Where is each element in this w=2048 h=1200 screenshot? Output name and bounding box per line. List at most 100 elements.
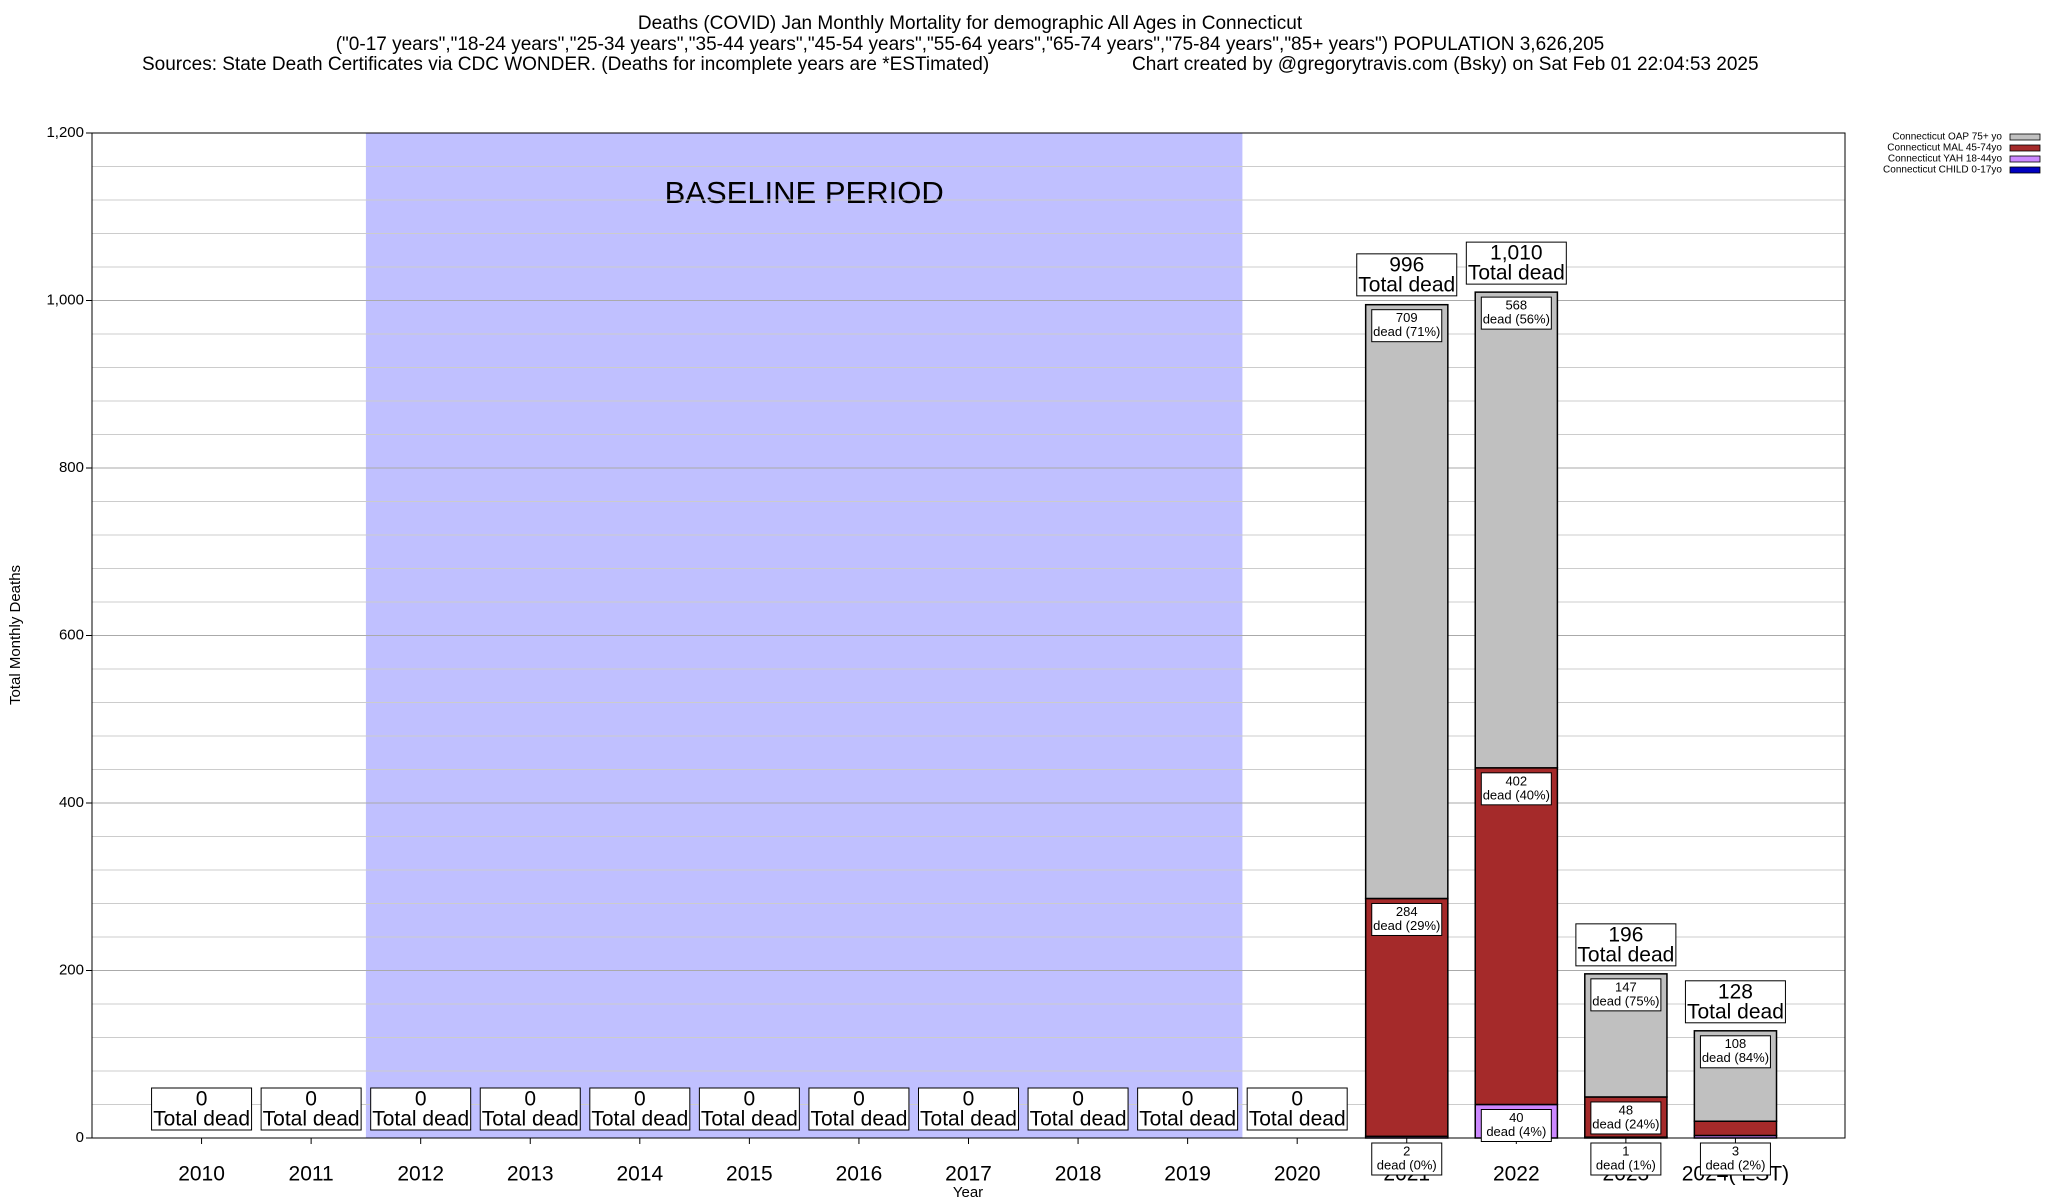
total-label: Total dead — [1687, 1000, 1784, 1023]
total-label-box — [1137, 1087, 1239, 1131]
total-label-box — [1356, 253, 1458, 297]
total-label: Total dead — [591, 1108, 688, 1131]
total-value-label: 0 — [415, 1088, 427, 1111]
segment-value-label: 147 — [1615, 979, 1637, 994]
segment-label-box — [1371, 1142, 1443, 1176]
segment-value-label: 2 — [1403, 1143, 1410, 1158]
y-axis-label: Total Monthly Deaths — [7, 565, 24, 705]
y-tick-label: 400 — [59, 794, 84, 811]
total-label-box — [1684, 980, 1786, 1024]
segment-value-label: 568 — [1505, 298, 1527, 313]
segment-label: dead (56%) — [1483, 312, 1550, 327]
legend-swatch — [2009, 144, 2041, 152]
total-label-box — [370, 1087, 472, 1131]
x-tick-label: 2010 — [178, 1163, 225, 1186]
total-label-box — [151, 1087, 253, 1131]
x-tick-label: 2012 — [397, 1163, 444, 1186]
x-tick-label: 2019 — [1164, 1163, 1211, 1186]
x-tick-label: 2016 — [836, 1163, 883, 1186]
total-label-box — [260, 1087, 362, 1131]
bar-segment — [1693, 1120, 1778, 1137]
total-value-label: 0 — [1072, 1088, 1084, 1111]
segment-label-box — [1480, 1109, 1552, 1142]
segment-label: dead (24%) — [1592, 1116, 1659, 1131]
y-tick-label: 800 — [59, 459, 84, 476]
total-label: Total dead — [263, 1108, 360, 1131]
segment-label: dead (2%) — [1705, 1157, 1765, 1172]
x-tick-label: 2015 — [726, 1163, 773, 1186]
total-label: Total dead — [701, 1108, 798, 1131]
total-value-label: 0 — [196, 1088, 208, 1111]
total-label-box — [1575, 923, 1677, 967]
total-label: Total dead — [1468, 262, 1565, 285]
total-value-label: 0 — [853, 1088, 865, 1111]
x-axis-label: Year — [953, 1184, 983, 1200]
total-value-label: 128 — [1718, 980, 1753, 1003]
bar-segment — [1364, 897, 1449, 1138]
total-value-label: 0 — [634, 1088, 646, 1111]
total-label-box — [918, 1087, 1019, 1131]
chart-subtitle: ("0-17 years","18-24 years","25-34 years… — [336, 34, 1605, 55]
segment-label: dead (71%) — [1373, 324, 1440, 339]
segment-label-box — [1590, 978, 1662, 1012]
total-label-box — [1246, 1087, 1348, 1131]
legend-swatch — [2009, 133, 2041, 141]
total-label-box — [589, 1087, 691, 1131]
total-label: Total dead — [372, 1108, 469, 1131]
segment-label: dead (4%) — [1486, 1124, 1546, 1139]
credit: Chart created by @gregorytravis.com (Bsk… — [1132, 54, 1759, 75]
total-label: Total dead — [1249, 1108, 1346, 1131]
segment-label-box — [1480, 296, 1552, 330]
segment-label-box — [1590, 1142, 1662, 1176]
segment-label: dead (1%) — [1596, 1157, 1656, 1172]
legend-label: Connecticut YAH 18-44yo — [1888, 154, 2003, 165]
legend-label: Connecticut OAP 75+ yo — [1892, 132, 2002, 143]
total-value-label: 1,010 — [1490, 242, 1543, 265]
y-tick-label: 1,000 — [46, 291, 84, 308]
segment-value-label: 48 — [1619, 1102, 1633, 1117]
total-label: Total dead — [920, 1108, 1017, 1131]
x-tick-label: 2018 — [1055, 1163, 1102, 1186]
y-tick-label: 600 — [59, 626, 84, 643]
segment-label: dead (29%) — [1373, 918, 1440, 933]
segment-value-label: 402 — [1505, 773, 1527, 788]
total-value-label: 0 — [963, 1088, 975, 1111]
bar-segment — [1474, 291, 1559, 769]
total-label: Total dead — [1577, 943, 1674, 966]
y-tick-label: 200 — [59, 961, 84, 978]
y-tick-label: 1,200 — [46, 124, 84, 141]
x-tick-label: 2014 — [616, 1163, 663, 1186]
segment-label-box — [1371, 309, 1443, 343]
segment-label-box — [1480, 772, 1552, 806]
total-label-box — [1465, 241, 1567, 285]
shaded-region-label: BASELINE PERIOD — [665, 175, 944, 210]
x-tick-label: 2013 — [507, 1163, 554, 1186]
total-label-box — [1027, 1087, 1129, 1131]
total-label: Total dead — [482, 1108, 579, 1131]
legend-label: Connecticut MAL 45-74yo — [1887, 143, 2002, 154]
segment-label-box — [1371, 902, 1443, 936]
segment-label-box — [1699, 1035, 1771, 1069]
total-label: Total dead — [1030, 1108, 1127, 1131]
segment-value-label: 3 — [1732, 1143, 1739, 1158]
segment-label: dead (0%) — [1377, 1157, 1437, 1172]
total-label: Total dead — [1139, 1108, 1236, 1131]
bar-segment — [1364, 303, 1449, 900]
total-label-box — [698, 1087, 800, 1131]
total-value-label: 996 — [1389, 253, 1424, 276]
segment-value-label: 709 — [1396, 310, 1418, 325]
total-value-label: 0 — [1291, 1088, 1303, 1111]
total-label-box — [479, 1087, 581, 1131]
segment-label: dead (84%) — [1702, 1050, 1769, 1065]
segment-value-label: 1 — [1622, 1143, 1629, 1158]
total-value-label: 0 — [305, 1088, 317, 1111]
segment-value-label: 40 — [1509, 1110, 1523, 1125]
total-value-label: 0 — [524, 1088, 536, 1111]
total-value-label: 196 — [1608, 923, 1643, 946]
legend-swatch — [2009, 155, 2041, 163]
total-value-label: 0 — [744, 1088, 756, 1111]
sources: Sources: State Death Certificates via CD… — [142, 54, 989, 75]
x-tick-label: 2020 — [1274, 1163, 1321, 1186]
segment-label: dead (75%) — [1592, 993, 1659, 1008]
